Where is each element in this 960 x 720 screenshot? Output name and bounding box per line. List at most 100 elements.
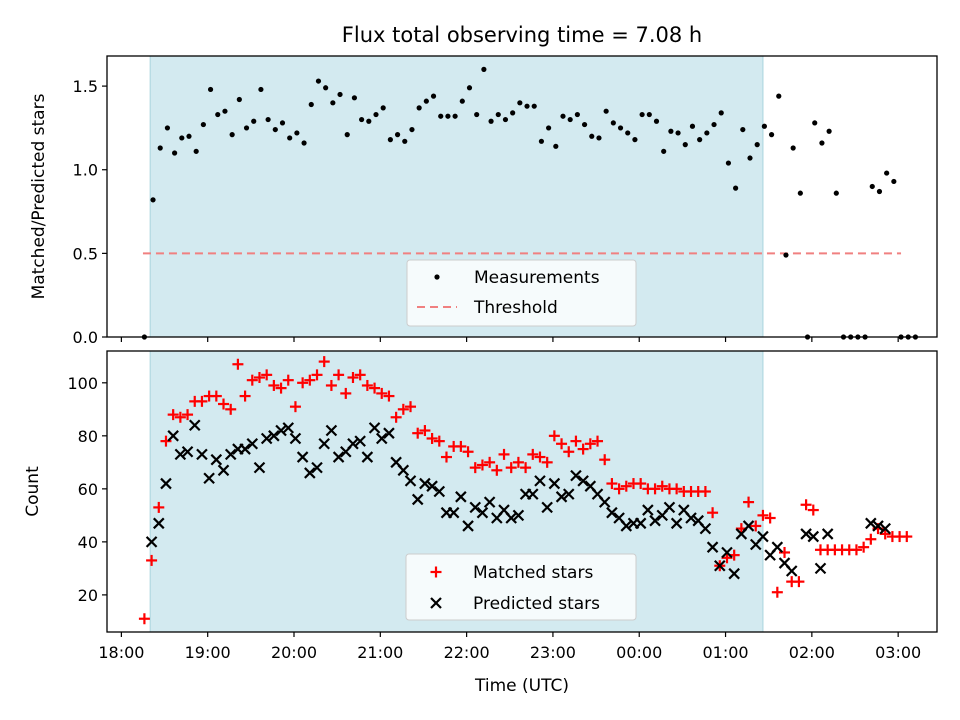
matched-star-point	[297, 377, 309, 389]
predicted-star-point	[714, 559, 726, 572]
measurement-point	[603, 108, 609, 114]
matched-star-point	[592, 435, 604, 447]
matched-star-point	[649, 483, 661, 495]
measurement-point	[531, 103, 537, 109]
predicted-star-point	[527, 488, 539, 500]
predicted-star-point	[757, 530, 769, 543]
matched-star-point	[347, 372, 359, 384]
matched-star-point	[699, 486, 711, 497]
matched-star-point	[340, 387, 352, 399]
measurement-point	[193, 148, 199, 154]
matched-star-point	[505, 462, 517, 474]
legend-plus-glyph	[430, 566, 442, 578]
predicted-star-point	[426, 480, 438, 492]
predicted-star-point	[800, 528, 812, 540]
matched-star-point	[383, 390, 395, 402]
predicted-star-point	[160, 477, 172, 490]
matched-star-point	[656, 480, 668, 492]
measurement-point	[704, 130, 710, 136]
x-tick-label: 02:00	[789, 643, 835, 662]
predicted-star-point	[332, 451, 345, 463]
legend-cross-glyph	[430, 597, 442, 609]
predicted-star-point	[512, 509, 525, 522]
matched-star-point	[304, 374, 316, 386]
measurement-point	[394, 132, 401, 138]
measurement-point	[301, 140, 307, 146]
predicted-star-point	[649, 514, 661, 527]
matched-star-point	[440, 451, 452, 463]
predicted-star-point	[483, 496, 496, 508]
measurement-point	[315, 78, 322, 84]
predicted-star-point	[296, 451, 309, 463]
predicted-star-point	[210, 453, 223, 466]
measurement-point	[581, 121, 588, 128]
bottom-y-tick-label: 60	[78, 480, 98, 499]
matched-star-point	[556, 438, 568, 450]
measurement-point	[323, 85, 329, 91]
predicted-star-point	[469, 501, 482, 514]
predicted-star-point	[785, 565, 798, 577]
predicted-star-point	[562, 488, 575, 500]
measurement-point	[639, 111, 645, 118]
measurement-point	[466, 85, 473, 91]
measurement-point	[711, 121, 717, 128]
measurement-point	[891, 178, 897, 185]
measurement-point	[826, 128, 832, 134]
predicted-star-point	[879, 522, 891, 535]
measurement-point	[819, 140, 825, 146]
matched-star-point	[707, 507, 719, 519]
predicted-star-point	[663, 501, 676, 514]
predicted-star-point	[311, 461, 323, 474]
matched-star-point	[196, 395, 208, 407]
predicted-star-point	[347, 438, 359, 450]
measurement-point	[761, 123, 767, 129]
measurement-point	[502, 116, 509, 123]
predicted-star-point	[354, 435, 366, 447]
measurement-point	[164, 125, 171, 131]
bottom-x-axis: 18:00 19:00 20:00 21:00 22:00 23:00 00:00 01:00…	[98, 632, 921, 662]
measurement-point	[776, 93, 782, 99]
bottom-y-tick-label: 20	[78, 586, 98, 605]
bottom-panel: 20 40 60 80 100 18:00 19:00 20:00 21:00 22:00 23:…	[23, 350, 938, 696]
measurement-point	[251, 118, 257, 124]
x-tick-label: 23:00	[530, 643, 576, 662]
measurement-point	[740, 126, 746, 133]
predicted-star-point	[167, 430, 179, 442]
matched-star-point	[613, 483, 625, 495]
measurement-point	[553, 143, 559, 149]
predicted-star-point	[260, 432, 273, 445]
predicted-star-point	[570, 469, 582, 482]
measurement-point	[488, 118, 494, 124]
measurement-point	[243, 125, 250, 131]
matched-star-point	[282, 374, 294, 386]
matched-star-point	[160, 435, 172, 447]
predicted-star-point	[433, 485, 446, 498]
matched-star-point	[577, 443, 589, 455]
measurement-point	[884, 170, 890, 176]
measurement-point	[351, 95, 358, 101]
matched-star-point	[520, 462, 532, 474]
predicted-star-point	[325, 424, 338, 437]
measurement-point	[718, 110, 724, 116]
measurement-point	[538, 138, 545, 144]
measurement-point	[344, 132, 350, 138]
figure-title: Flux total observing time = 7.08 h	[342, 23, 702, 47]
predicted-star-point	[548, 477, 561, 490]
predicted-star-point	[246, 438, 259, 450]
measurement-point	[337, 91, 343, 98]
measurement-point	[653, 118, 660, 124]
measurement-point	[661, 148, 667, 154]
matched-star-point	[635, 478, 647, 490]
predicted-star-point	[534, 475, 546, 487]
measurement-point	[495, 111, 501, 118]
measurement-point	[438, 113, 444, 119]
matched-star-point	[541, 456, 553, 468]
predicted-star-point	[304, 467, 316, 479]
x-axis-label: Time (UTC)	[474, 676, 569, 696]
measurement-point	[689, 123, 696, 129]
predicted-star-point	[224, 448, 237, 461]
matched-star-point	[584, 438, 596, 450]
measurement-point	[617, 125, 624, 131]
matched-star-point	[750, 520, 762, 532]
matched-star-point	[167, 409, 179, 421]
